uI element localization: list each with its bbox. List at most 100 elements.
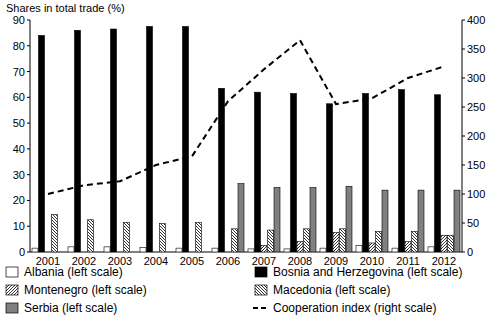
y-tick	[27, 123, 30, 124]
y-tick	[27, 97, 30, 98]
y-tick-label: 30	[13, 169, 25, 181]
bar	[140, 247, 146, 252]
legend-label: Bosnia and Herzegovina (left scale)	[273, 265, 462, 279]
bar	[160, 224, 166, 252]
legend-label: Montenegro (left scale)	[24, 283, 147, 297]
bar	[320, 248, 326, 252]
bar	[75, 30, 81, 252]
bar	[32, 248, 38, 252]
bar	[346, 186, 352, 252]
bar	[196, 222, 202, 252]
bar	[392, 248, 398, 252]
bar	[111, 29, 117, 252]
y2-tick	[462, 252, 465, 253]
index-line	[48, 40, 444, 194]
legend-swatch	[6, 285, 18, 295]
legend-swatch	[253, 307, 269, 309]
bar	[232, 229, 238, 252]
legend-label: Serbia (left scale)	[24, 301, 117, 315]
y2-tick-label: 0	[467, 246, 473, 258]
y2-tick-label: 200	[467, 130, 485, 142]
x-tick-label: 2005	[180, 255, 204, 267]
bar	[376, 231, 382, 252]
legend-swatch	[6, 267, 18, 277]
y2-tick-label: 100	[467, 188, 485, 200]
y-tick-label: 60	[13, 91, 25, 103]
bar	[428, 247, 434, 252]
bar	[39, 35, 45, 252]
bar	[399, 90, 405, 252]
legend: Albania (left scale) Bosnia and Herzegovi…	[6, 265, 462, 315]
bar	[255, 92, 261, 252]
legend-label: Cooperation index (right scale)	[273, 301, 436, 315]
bar	[238, 184, 244, 252]
bar	[333, 233, 339, 252]
bar	[454, 190, 460, 252]
y2-tick-label: 150	[467, 159, 485, 171]
y2-tick-label: 250	[467, 101, 485, 113]
bar	[441, 235, 447, 252]
y-tick-label: 80	[13, 40, 25, 52]
y-tick-label: 0	[19, 246, 25, 258]
y-tick	[27, 71, 30, 72]
bar	[183, 26, 189, 252]
bar	[418, 190, 424, 252]
bar	[274, 188, 280, 252]
bar	[176, 248, 182, 252]
y-axis-title: Shares in total trade (%)	[6, 2, 125, 14]
bar	[88, 220, 94, 252]
y-tick-label: 40	[13, 143, 25, 155]
y-axis-line	[30, 20, 31, 252]
bar	[284, 249, 290, 252]
legend-label: Albania (left scale)	[24, 265, 123, 279]
bar	[412, 231, 418, 252]
bar	[248, 249, 254, 252]
bar	[382, 190, 388, 252]
bar	[448, 235, 454, 252]
y2-tick	[462, 78, 465, 79]
y2-tick	[462, 223, 465, 224]
bar	[327, 104, 333, 252]
bar	[356, 246, 362, 252]
y2-tick-label: 50	[467, 217, 479, 229]
y-tick-label: 50	[13, 117, 25, 129]
y-tick-label: 70	[13, 66, 25, 78]
bar	[68, 247, 74, 252]
bar	[369, 243, 375, 252]
x-tick-label: 2004	[144, 255, 168, 267]
bar	[261, 246, 267, 252]
y2-tick	[462, 194, 465, 195]
bar	[147, 26, 153, 252]
legend-swatch	[6, 303, 18, 313]
y2-tick-label: 350	[467, 43, 485, 55]
bar	[297, 242, 303, 252]
bar	[212, 248, 218, 252]
y2-tick	[462, 165, 465, 166]
y-tick	[27, 226, 30, 227]
bar	[310, 188, 316, 252]
y2-tick-label: 300	[467, 72, 485, 84]
y2-tick-label: 400	[467, 14, 485, 26]
bar	[405, 242, 411, 252]
bar	[52, 215, 58, 252]
x-tick-label: 2006	[216, 255, 240, 267]
bar	[304, 229, 310, 252]
bar	[435, 95, 441, 252]
y-tick	[27, 200, 30, 201]
y-tick	[27, 148, 30, 149]
plot-area	[32, 26, 460, 252]
legend-swatch	[255, 267, 267, 277]
y-tick	[27, 20, 30, 21]
y2-tick	[462, 20, 465, 21]
bar	[124, 222, 130, 252]
y-tick-label: 20	[13, 194, 25, 206]
y-tick	[27, 174, 30, 175]
y2-tick	[462, 136, 465, 137]
y2-tick	[462, 107, 465, 108]
legend-label: Macedonia (left scale)	[273, 283, 390, 297]
bar	[363, 93, 369, 252]
chart: Shares in total trade (%) 0 10 20 30 40 50 60 70…	[0, 0, 500, 322]
y-tick	[27, 45, 30, 46]
y-tick-label: 10	[13, 220, 25, 232]
y-tick	[27, 252, 30, 253]
